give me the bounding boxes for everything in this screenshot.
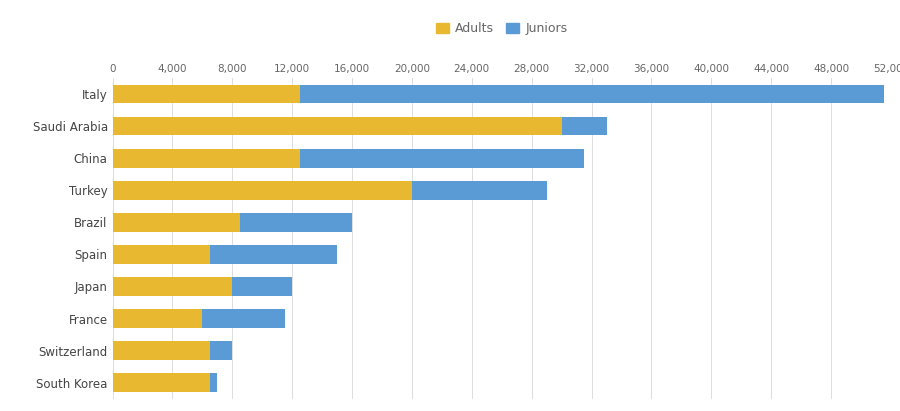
Bar xyxy=(112,277,232,296)
Bar xyxy=(210,245,338,264)
Bar xyxy=(112,373,210,392)
Bar xyxy=(112,245,210,264)
Bar xyxy=(112,117,562,136)
Legend: Adults, Juniors: Adults, Juniors xyxy=(431,17,572,40)
Bar xyxy=(300,85,884,104)
Bar xyxy=(202,309,284,328)
Bar xyxy=(210,373,217,392)
Bar xyxy=(232,277,292,296)
Bar xyxy=(112,213,239,232)
Bar xyxy=(112,181,412,200)
Bar xyxy=(239,213,352,232)
Bar xyxy=(412,181,546,200)
Bar xyxy=(210,341,232,360)
Bar xyxy=(112,85,300,104)
Bar xyxy=(300,149,584,168)
Bar xyxy=(112,341,210,360)
Bar xyxy=(112,149,300,168)
Bar xyxy=(112,309,202,328)
Bar xyxy=(562,117,607,136)
